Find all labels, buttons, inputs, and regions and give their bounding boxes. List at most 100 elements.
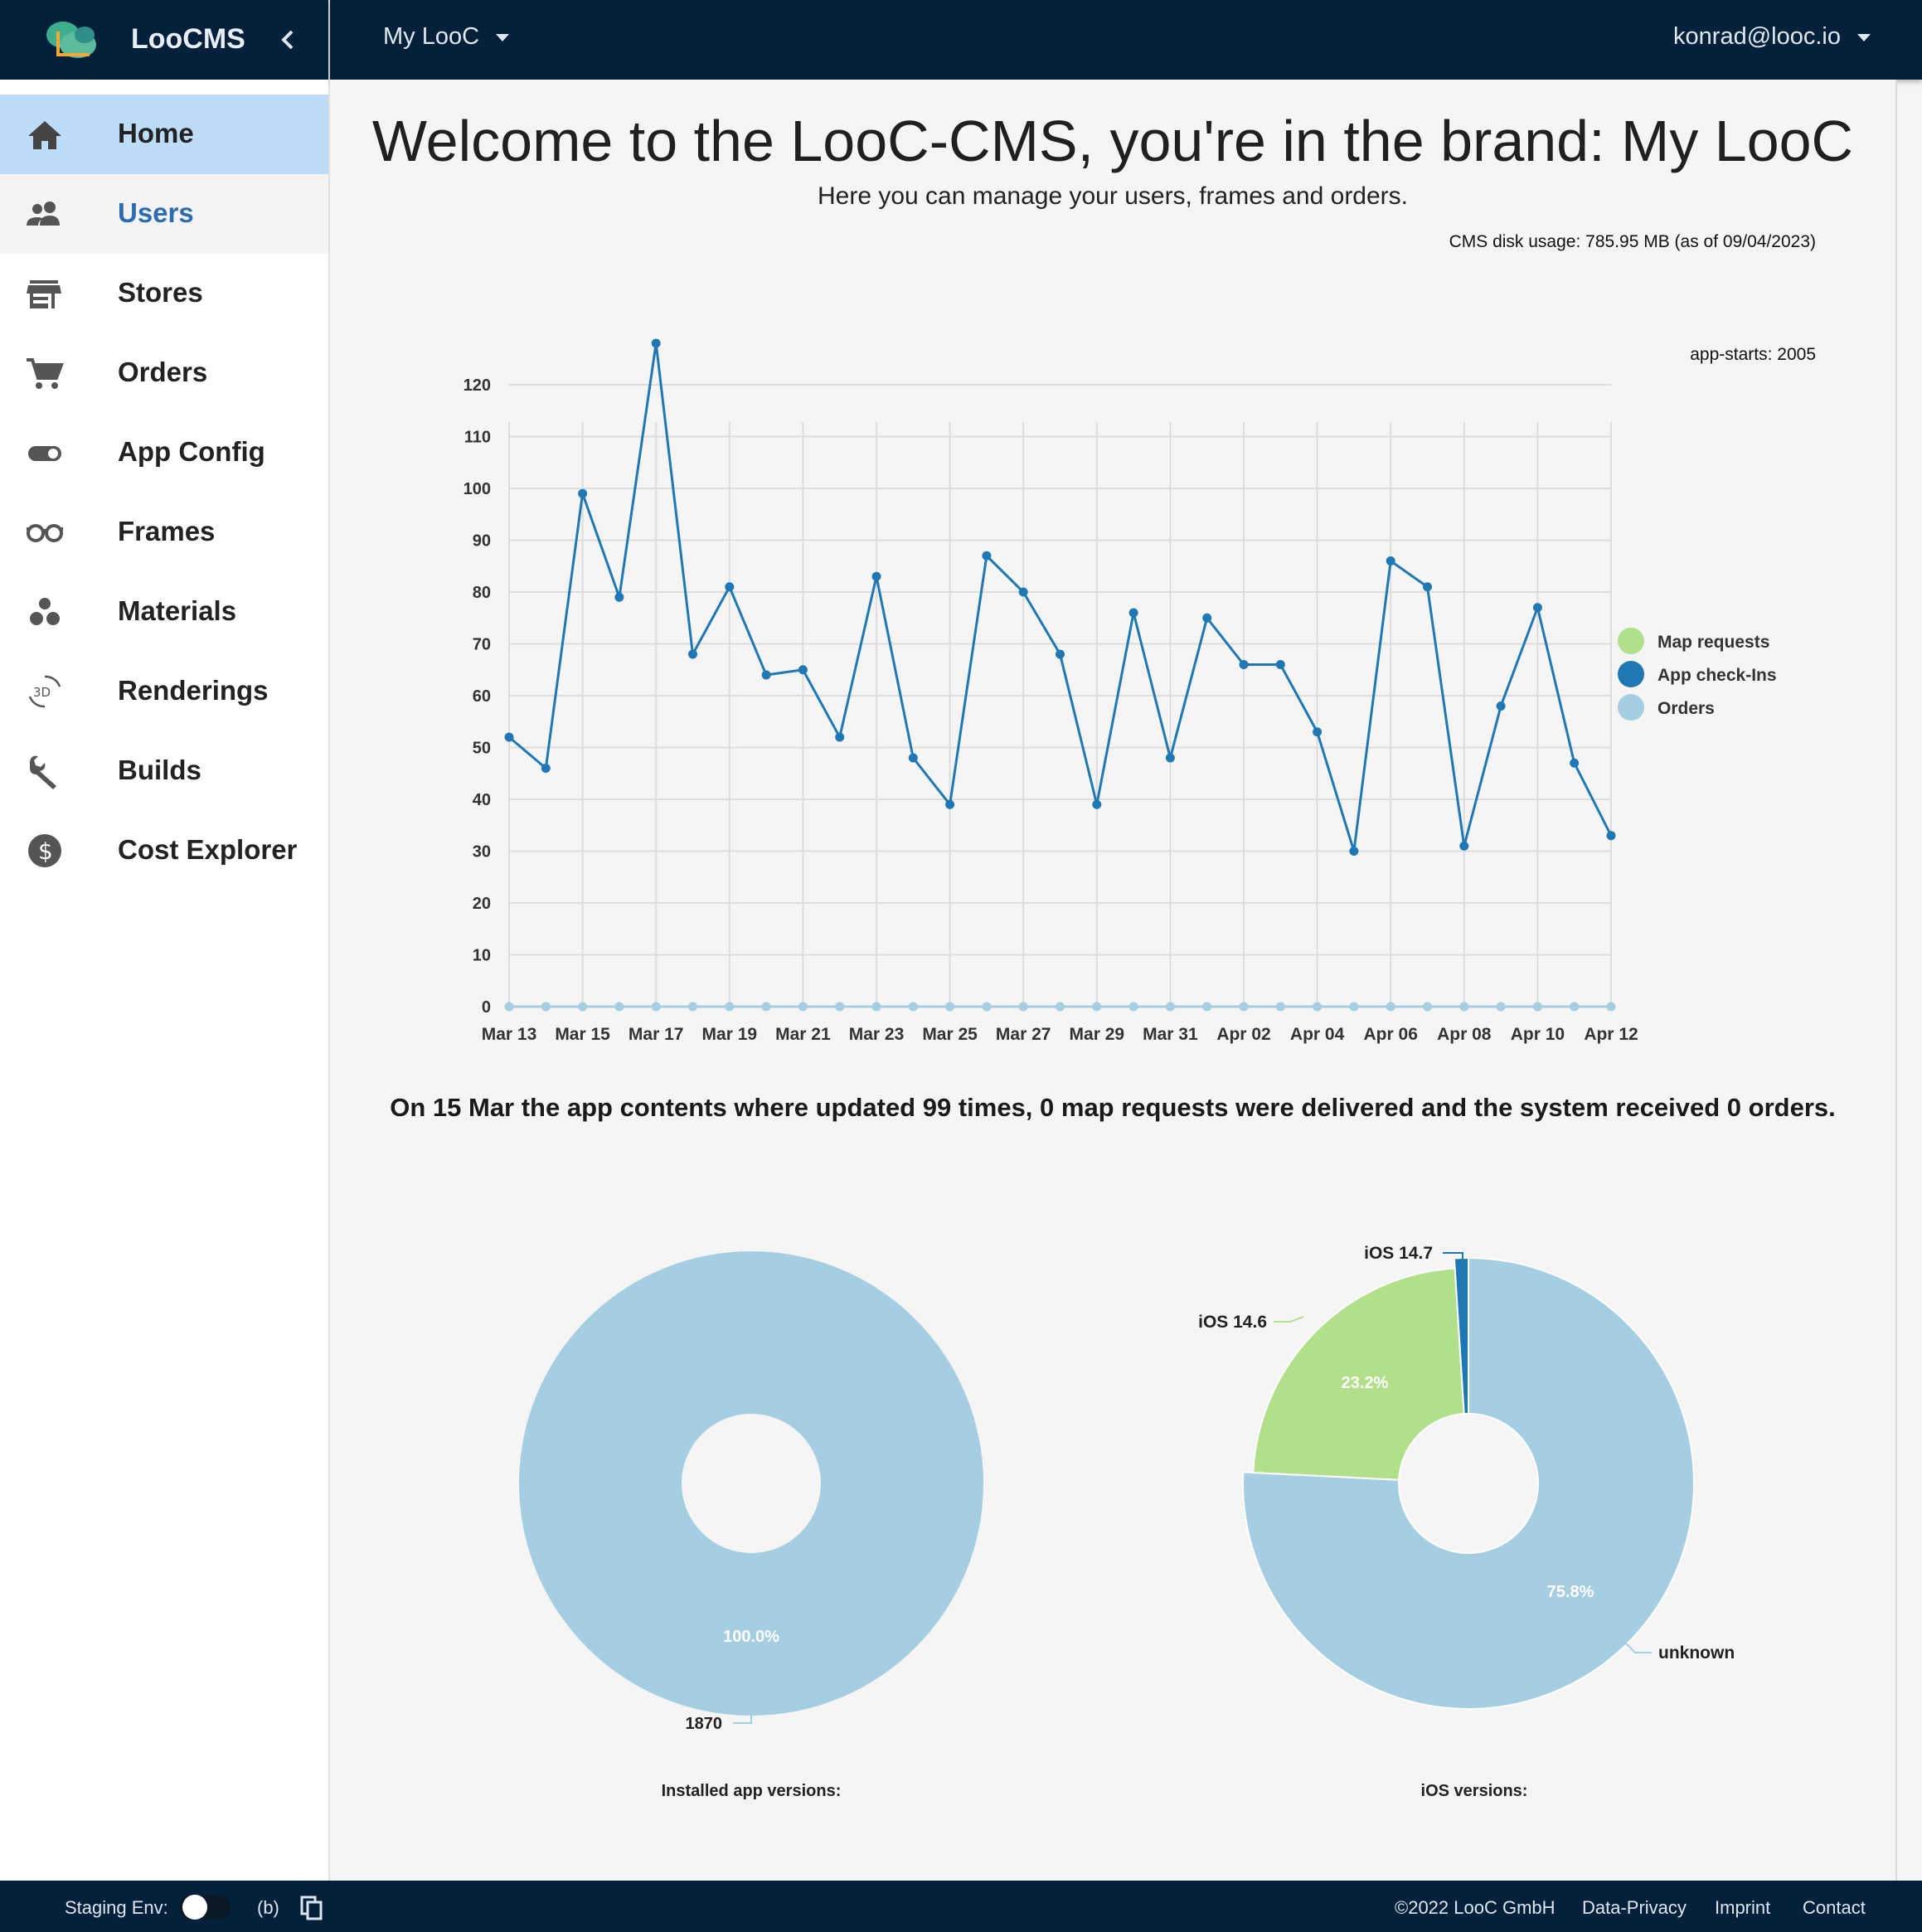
sidebar-item-label: Materials xyxy=(118,595,237,626)
sidebar-item-cost-explorer[interactable]: $ Cost Explorer xyxy=(0,811,328,891)
y-tick-label: 110 xyxy=(464,429,491,447)
copyright-text: ©2022 LooC GmbH xyxy=(1395,1897,1556,1918)
sidebar: LooCMS Home Users Stores Orders App Conf… xyxy=(0,0,330,1881)
sidebar-item-label: App Config xyxy=(118,436,265,467)
looc-logo-icon xyxy=(46,22,96,58)
svg-text:$: $ xyxy=(38,837,53,865)
user-email: konrad@looc.io xyxy=(1673,23,1841,50)
data-point xyxy=(908,753,918,763)
data-point xyxy=(1570,758,1580,768)
slice-percent-label: 75.8% xyxy=(1547,1583,1594,1601)
sidebar-item-app-config[interactable]: App Config xyxy=(0,413,328,493)
app-starts-text: app-starts: 2005 xyxy=(1690,345,1816,364)
data-point xyxy=(578,1002,588,1012)
sidebar-item-orders[interactable]: Orders xyxy=(0,333,328,413)
data-point xyxy=(1496,701,1506,711)
data-point xyxy=(688,1002,697,1012)
x-tick-label: Mar 17 xyxy=(629,1025,684,1044)
home-icon xyxy=(28,121,61,149)
main-content: Welcome to the LooC-CMS, you're in the b… xyxy=(330,80,1897,1881)
imprint-link[interactable]: Imprint xyxy=(1715,1897,1771,1918)
page-subtitle: Here you can manage your users, frames a… xyxy=(817,182,1409,210)
3d-rotation-icon: 3D xyxy=(28,675,61,708)
x-tick-label: Apr 02 xyxy=(1216,1025,1270,1044)
data-point xyxy=(982,1002,992,1012)
x-tick-label: Mar 15 xyxy=(555,1025,610,1044)
brand-name[interactable]: LooCMS xyxy=(131,23,245,55)
x-tick-label: Apr 08 xyxy=(1437,1025,1492,1044)
sidebar-item-materials[interactable]: Materials xyxy=(0,572,328,652)
data-point xyxy=(1275,660,1285,669)
sidebar-item-home[interactable]: Home xyxy=(0,95,328,174)
sidebar-item-stores[interactable]: Stores xyxy=(0,254,328,333)
brand-select-dropdown[interactable]: My LooC xyxy=(383,23,510,51)
user-menu-dropdown[interactable]: konrad@looc.io xyxy=(1673,23,1871,51)
data-point xyxy=(1313,727,1323,737)
pie-slice xyxy=(1453,1256,1469,1415)
y-tick-label: 100 xyxy=(464,480,491,498)
data-point xyxy=(725,582,735,592)
collapse-sidebar-button[interactable] xyxy=(270,22,303,58)
legend-swatch xyxy=(1618,628,1644,654)
slice-label: iOS 14.7 xyxy=(1364,1244,1433,1263)
brand-select-label: My LooC xyxy=(383,23,480,50)
svg-text:3D: 3D xyxy=(33,685,51,700)
sidebar-item-frames[interactable]: Frames xyxy=(0,493,328,572)
x-tick-label: Apr 10 xyxy=(1511,1025,1565,1044)
x-tick-label: Apr 06 xyxy=(1364,1025,1418,1044)
data-point xyxy=(982,551,992,561)
sidebar-item-renderings[interactable]: 3D Renderings xyxy=(0,652,328,731)
contact-link[interactable]: Contact xyxy=(1803,1897,1866,1918)
data-point xyxy=(1056,649,1065,659)
sidebar-item-users[interactable]: Users xyxy=(0,174,328,254)
data-point xyxy=(1092,1002,1102,1012)
x-tick-label: Mar 23 xyxy=(849,1025,905,1044)
y-tick-label: 120 xyxy=(464,376,491,395)
page-title: Welcome to the LooC-CMS, you're in the b… xyxy=(371,109,1854,173)
data-point xyxy=(1532,603,1542,613)
data-point xyxy=(1275,1002,1285,1012)
data-point xyxy=(1570,1002,1580,1012)
data-point xyxy=(1239,660,1249,669)
sidebar-item-builds[interactable]: Builds xyxy=(0,731,328,811)
dollar-icon: $ xyxy=(28,834,61,867)
data-point xyxy=(578,488,588,498)
chevron-left-icon xyxy=(281,30,294,50)
pie-slice xyxy=(1252,1267,1465,1481)
users-icon xyxy=(27,201,60,226)
sidebar-item-label: Users xyxy=(118,197,194,228)
data-point xyxy=(1202,1002,1212,1012)
data-point xyxy=(1532,1002,1542,1012)
legend-label: Orders xyxy=(1657,699,1715,718)
data-point xyxy=(1459,1002,1469,1012)
footer: Staging Env: (b) ©2022 LooC GmbH Data-Pr… xyxy=(0,1881,1922,1932)
data-privacy-link[interactable]: Data-Privacy xyxy=(1582,1897,1687,1918)
pie-slice xyxy=(1241,1256,1695,1710)
bubbles-icon xyxy=(30,598,60,625)
label-leader-line xyxy=(1625,1643,1652,1653)
caret-down-icon xyxy=(496,33,510,41)
staging-env-label: Staging Env: xyxy=(65,1897,168,1918)
sidebar-item-label: Orders xyxy=(118,357,208,387)
legend-swatch xyxy=(1618,661,1644,687)
staging-env-toggle[interactable] xyxy=(179,1895,231,1920)
slice-label: 1870 xyxy=(686,1715,723,1733)
brand-bar: LooCMS xyxy=(0,0,328,80)
data-point xyxy=(1349,1002,1359,1012)
x-tick-label: Mar 27 xyxy=(996,1025,1051,1044)
data-point xyxy=(908,1002,918,1012)
sidebar-item-label: Stores xyxy=(118,277,203,308)
wrench-icon xyxy=(30,755,56,789)
y-tick-label: 50 xyxy=(473,740,491,758)
data-point xyxy=(651,1002,661,1012)
slice-percent-label: 23.2% xyxy=(1342,1374,1389,1392)
series-line-app-check-ins xyxy=(508,342,1613,852)
data-point xyxy=(614,1002,624,1012)
slice-label: iOS 14.6 xyxy=(1198,1313,1267,1332)
data-point xyxy=(1092,799,1102,809)
x-tick-label: Mar 19 xyxy=(702,1025,758,1044)
legend-swatch xyxy=(1618,694,1644,721)
data-point xyxy=(1128,608,1138,618)
copy-icon[interactable] xyxy=(298,1894,325,1922)
data-point xyxy=(761,670,771,680)
